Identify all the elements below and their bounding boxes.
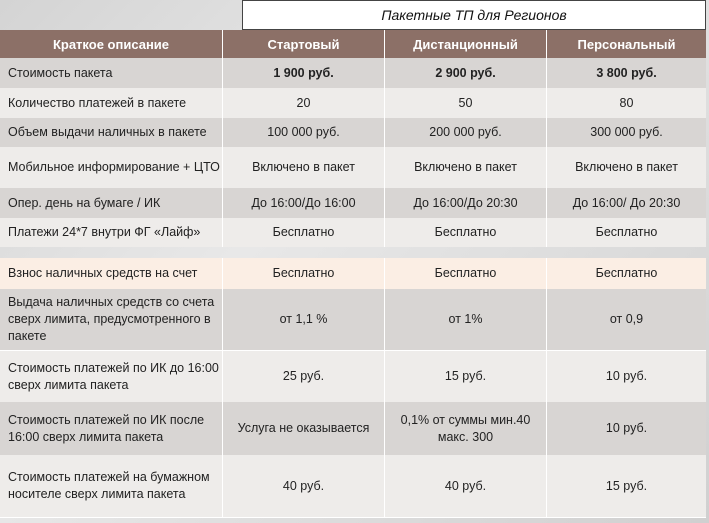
table-cell: 10 руб. xyxy=(605,369,648,383)
column-header: Дистанционный xyxy=(385,30,547,58)
table-cell: Включено в пакет xyxy=(385,147,547,188)
table-cell: Включено в пакет xyxy=(223,147,385,188)
table-cell: Количество платежей в пакете xyxy=(0,88,223,118)
table-cell: 15 руб. xyxy=(385,351,547,402)
table-cell: До 16:00/До 16:00 xyxy=(223,188,385,218)
table-cell: Объем выдачи наличных в пакете xyxy=(0,118,223,147)
table-cell: Бесплатно xyxy=(595,225,658,239)
table-cell: Стоимость пакета xyxy=(0,58,223,88)
table-cell: Бесплатно xyxy=(223,258,385,289)
table-cell: До 16:00/До 20:30 xyxy=(385,188,547,218)
table-row: Количество платежей в пакете 20 50 80 xyxy=(0,88,706,118)
table-cell: 2 900 руб. xyxy=(385,58,547,88)
table-cell: Бесплатно xyxy=(595,266,658,280)
column-header: Персональный xyxy=(577,36,676,52)
header-row: Краткое описание Стартовый Дистанционный Пе… xyxy=(0,30,706,58)
table-cell: 20 xyxy=(223,88,385,118)
table-cell: Включено в пакет xyxy=(575,160,678,174)
table-cell: 50 xyxy=(385,88,547,118)
table-cell: от 0,9 xyxy=(547,289,706,351)
column-header: Краткое описание xyxy=(0,30,223,58)
table-cell: от 1,1 % xyxy=(223,289,385,351)
table-cell: 80 xyxy=(619,95,634,110)
table-cell: Бесплатно xyxy=(385,258,547,289)
table-row: Платежи 24*7 внутри ФГ «Лайф» Бесплатно Бе… xyxy=(0,218,706,247)
table-row: Стоимость платежей на бумажном носителе … xyxy=(0,455,706,518)
table-cell: 10 руб. xyxy=(605,421,648,435)
table-cell: Стоимость платежей на бумажном носителе … xyxy=(0,455,223,518)
table-cell: До 16:00/ До 20:30 xyxy=(572,195,681,210)
table-cell: 40 руб. xyxy=(385,455,547,518)
table-row: Стоимость платежей по ИК до 16:00 сверх … xyxy=(0,351,706,402)
table-cell: Выдача наличных средств со счета сверх л… xyxy=(0,289,223,351)
table-cell: 15 руб. xyxy=(547,455,706,518)
table-cell: 1 900 руб. xyxy=(223,58,385,88)
table-row: Опер. день на бумаге / ИК До 16:00/До 16:… xyxy=(0,188,706,218)
table-cell: Стоимость платежей по ИК после 16:00 све… xyxy=(0,402,223,455)
table-row: Объем выдачи наличных в пакете 100 000 ру… xyxy=(0,118,706,147)
table-cell: Стоимость платежей по ИК до 16:00 сверх … xyxy=(0,351,223,402)
table-cell: Бесплатно xyxy=(385,218,547,247)
table-cell: Услуга не оказывается xyxy=(223,402,385,455)
table-cell: 0,1% от суммы мин.40 макс. 300 xyxy=(385,402,547,455)
table-row: Выдача наличных средств со счета сверх л… xyxy=(0,289,706,351)
table-cell: 40 руб. xyxy=(223,455,385,518)
column-header: Стартовый xyxy=(223,30,385,58)
table-cell: 200 000 руб. xyxy=(385,118,547,147)
table-cell: Платежи 24*7 внутри ФГ «Лайф» xyxy=(0,218,223,247)
table-row: Взнос наличных средств на счет Бесплатно Б… xyxy=(0,258,706,289)
table-row: Стоимость пакета 1 900 руб. 2 900 руб. 3 80… xyxy=(0,58,706,88)
table-cell: Мобильное информирование + ЦТО xyxy=(0,147,223,188)
table-cell: 300 000 руб. xyxy=(590,125,663,139)
table-cell: Опер. день на бумаге / ИК xyxy=(0,188,223,218)
table-cell: Взнос наличных средств на счет xyxy=(0,258,223,289)
table-row: Мобильное информирование + ЦТО Включено в… xyxy=(0,147,706,188)
table-row: Стоимость платежей по ИК после 16:00 све… xyxy=(0,402,706,455)
table-cell: 25 руб. xyxy=(223,351,385,402)
table-cell: от 1% xyxy=(385,289,547,351)
table-cell: 100 000 руб. xyxy=(223,118,385,147)
table-cell: 3 800 руб. xyxy=(596,65,657,80)
table-cell: Бесплатно xyxy=(223,218,385,247)
table-title: Пакетные ТП для Регионов xyxy=(242,0,706,30)
